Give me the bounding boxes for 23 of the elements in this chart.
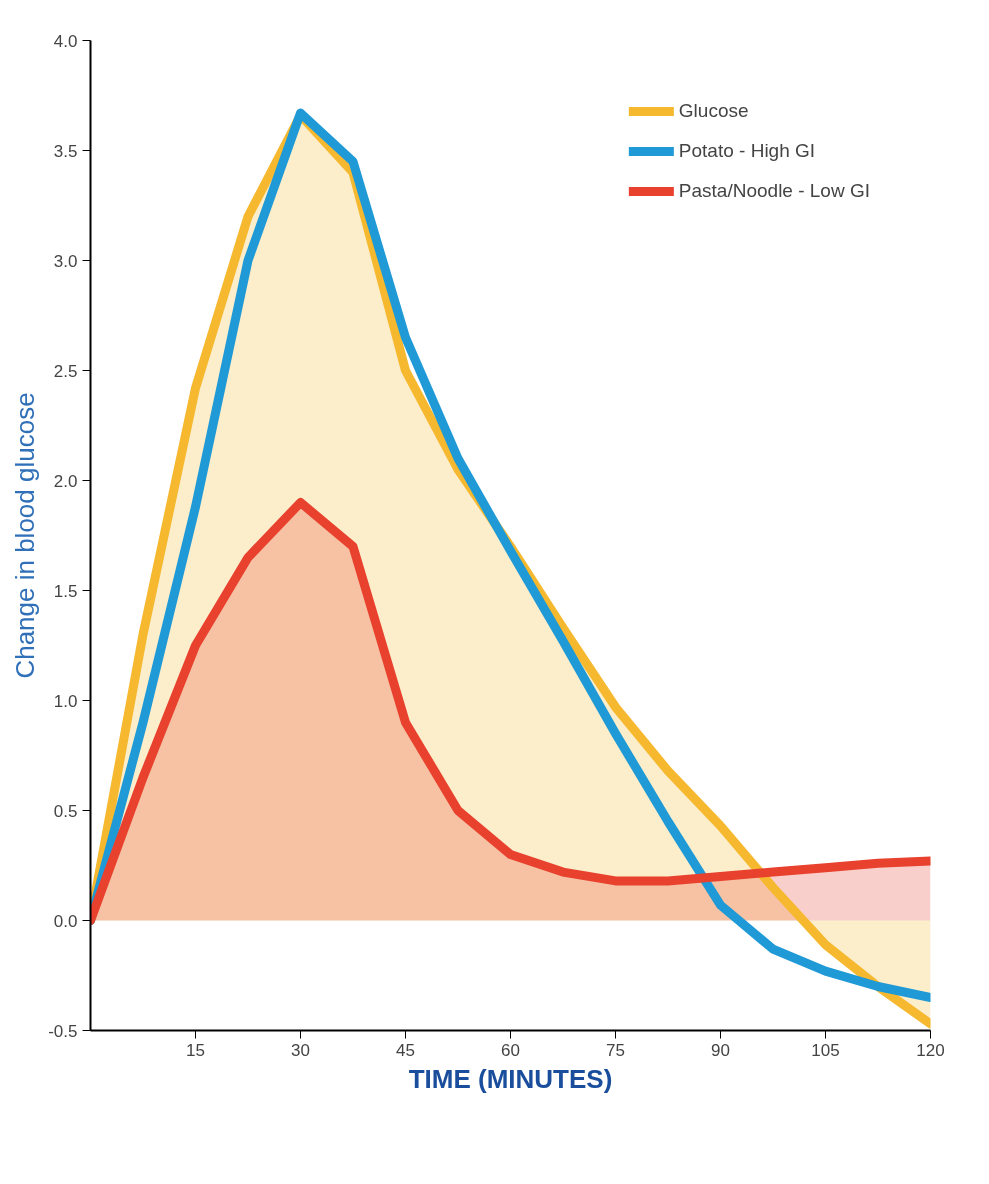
- y-tick-label: 1.5: [53, 581, 78, 601]
- x-tick-label: 15: [186, 1040, 205, 1060]
- y-tick-label: 2.0: [53, 471, 78, 491]
- y-tick-label: 3.5: [53, 141, 78, 161]
- legend-label: Pasta/Noodle - Low GI: [678, 180, 870, 202]
- y-tick-label: 0.0: [53, 911, 78, 931]
- legend-label: Glucose: [678, 100, 749, 122]
- y-tick-label: -0.5: [48, 1021, 78, 1041]
- y-tick-label: 4.0: [53, 31, 78, 51]
- x-tick-label: 30: [291, 1040, 310, 1060]
- y-tick-label: 0.5: [53, 801, 78, 821]
- y-tick-label: 1.0: [53, 691, 78, 711]
- legend-label: Potato - High GI: [678, 140, 816, 162]
- x-tick-label: 45: [396, 1040, 415, 1060]
- x-tick-label: 60: [501, 1040, 520, 1060]
- x-tick-label: 75: [606, 1040, 625, 1060]
- x-tick-label: 120: [916, 1040, 945, 1060]
- y-tick-label: 2.5: [53, 361, 78, 381]
- x-tick-label: 105: [811, 1040, 840, 1060]
- x-axis-title: TIME (MINUTES): [408, 1063, 613, 1094]
- y-axis-title: Change in blood glucose: [10, 392, 41, 679]
- y-tick-label: 3.0: [53, 251, 78, 271]
- x-tick-label: 90: [711, 1040, 730, 1060]
